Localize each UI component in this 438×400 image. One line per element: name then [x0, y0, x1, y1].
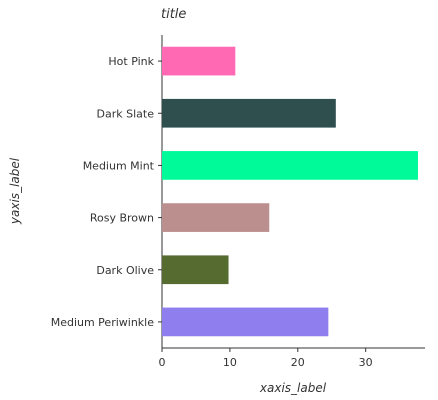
y-tick-label: Dark Slate	[97, 107, 155, 120]
y-ticks-group: Medium Periwinkle Dark Olive Rosy Brown Med…	[51, 55, 162, 329]
x-ticks-group: 0 10 20 30	[159, 348, 373, 369]
bar-dark-slate	[162, 98, 336, 128]
y-tick-label: Dark Olive	[96, 264, 154, 277]
bars-group	[162, 46, 418, 337]
y-tick-label: Rosy Brown	[90, 212, 154, 225]
x-tick-label: 10	[223, 356, 237, 369]
y-axis-label: yaxis_label	[8, 157, 22, 225]
bar-dark-olive	[162, 255, 229, 285]
chart-title: title	[161, 7, 186, 22]
x-tick-label: 0	[159, 356, 166, 369]
bar-rosy-brown	[162, 203, 270, 232]
y-tick-label: Hot Pink	[108, 55, 154, 68]
x-tick-label: 30	[359, 356, 373, 369]
x-tick-label: 20	[291, 356, 305, 369]
bar-medium-periwinkle	[162, 307, 329, 337]
x-axis-label: xaxis_label	[259, 381, 327, 395]
bar-medium-mint	[162, 151, 418, 180]
y-tick-label: Medium Periwinkle	[51, 316, 155, 329]
bar-hot-pink	[162, 46, 236, 76]
y-tick-label: Medium Mint	[83, 159, 155, 172]
